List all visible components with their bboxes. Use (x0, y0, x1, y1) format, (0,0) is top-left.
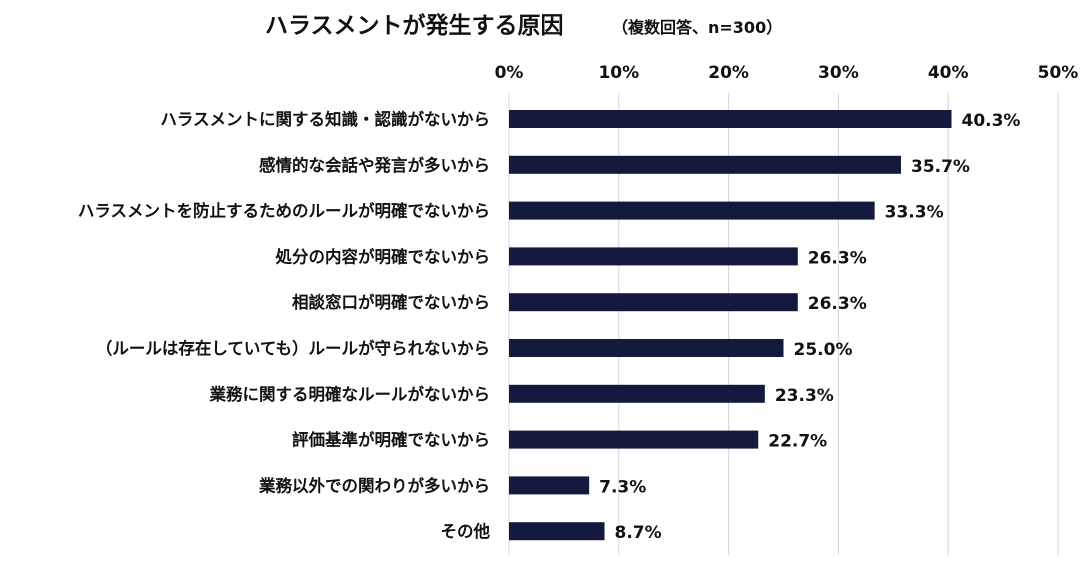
category-label: ハラスメントを防止するためのルールが明確でないから (78, 201, 490, 221)
x-tick-label: 30% (818, 63, 859, 83)
category-label: 感情的な会話や発言が多いから (259, 155, 490, 175)
data-label: 23.3% (775, 386, 834, 406)
bar (509, 155, 901, 174)
category-label: ハラスメントに関する知識・認識がないから (160, 109, 490, 129)
bar (509, 476, 590, 495)
data-label: 22.7% (768, 432, 827, 452)
x-axis-ticks: 0% 10% 20% 30% 40% 50% (495, 63, 1079, 83)
value-labels: 40.3% 35.7% 33.3% 26.3% 26.3% 25.0% 23.3% 22.7%… (599, 111, 1020, 543)
bars (509, 110, 952, 541)
category-label: 業務に関する明確なルールがないから (210, 384, 491, 404)
bar (509, 522, 605, 541)
bar (509, 384, 765, 403)
category-label: 業務以外での関わりが多いから (259, 475, 490, 495)
x-tick-label: 10% (598, 63, 639, 83)
data-label: 7.3% (599, 477, 646, 497)
bar (509, 247, 798, 266)
data-label: 33.3% (885, 203, 944, 223)
category-label: その他 (441, 521, 491, 541)
chart-subtitle: （複数回答、n=300） (612, 18, 782, 37)
x-tick-label: 50% (1038, 63, 1079, 83)
x-tick-label: 20% (708, 63, 749, 83)
bar (509, 201, 875, 220)
bar (509, 430, 759, 449)
category-label: 評価基準が明確でないから (292, 430, 490, 450)
bar (509, 339, 784, 357)
category-label: （ルールは存在していても）ルールが守られないから (96, 338, 490, 358)
data-label: 8.7% (615, 523, 662, 543)
x-tick-label: 0% (495, 63, 524, 83)
x-tick-label: 40% (928, 63, 969, 83)
data-label: 26.3% (808, 248, 867, 268)
category-label: 処分の内容が明確でないから (275, 246, 491, 266)
data-label: 25.0% (794, 340, 853, 360)
data-label: 35.7% (911, 157, 970, 177)
data-label: 26.3% (808, 294, 867, 314)
bar (509, 110, 952, 128)
category-label: 相談窓口が明確でないから (292, 292, 490, 312)
chart-title: ハラスメントが発生する原因 (265, 12, 564, 39)
data-label: 40.3% (961, 111, 1020, 131)
category-labels: ハラスメントに関する知識・認識がないから感情的な会話や発言が多いからハラスメント… (78, 109, 491, 541)
bar (509, 293, 798, 312)
